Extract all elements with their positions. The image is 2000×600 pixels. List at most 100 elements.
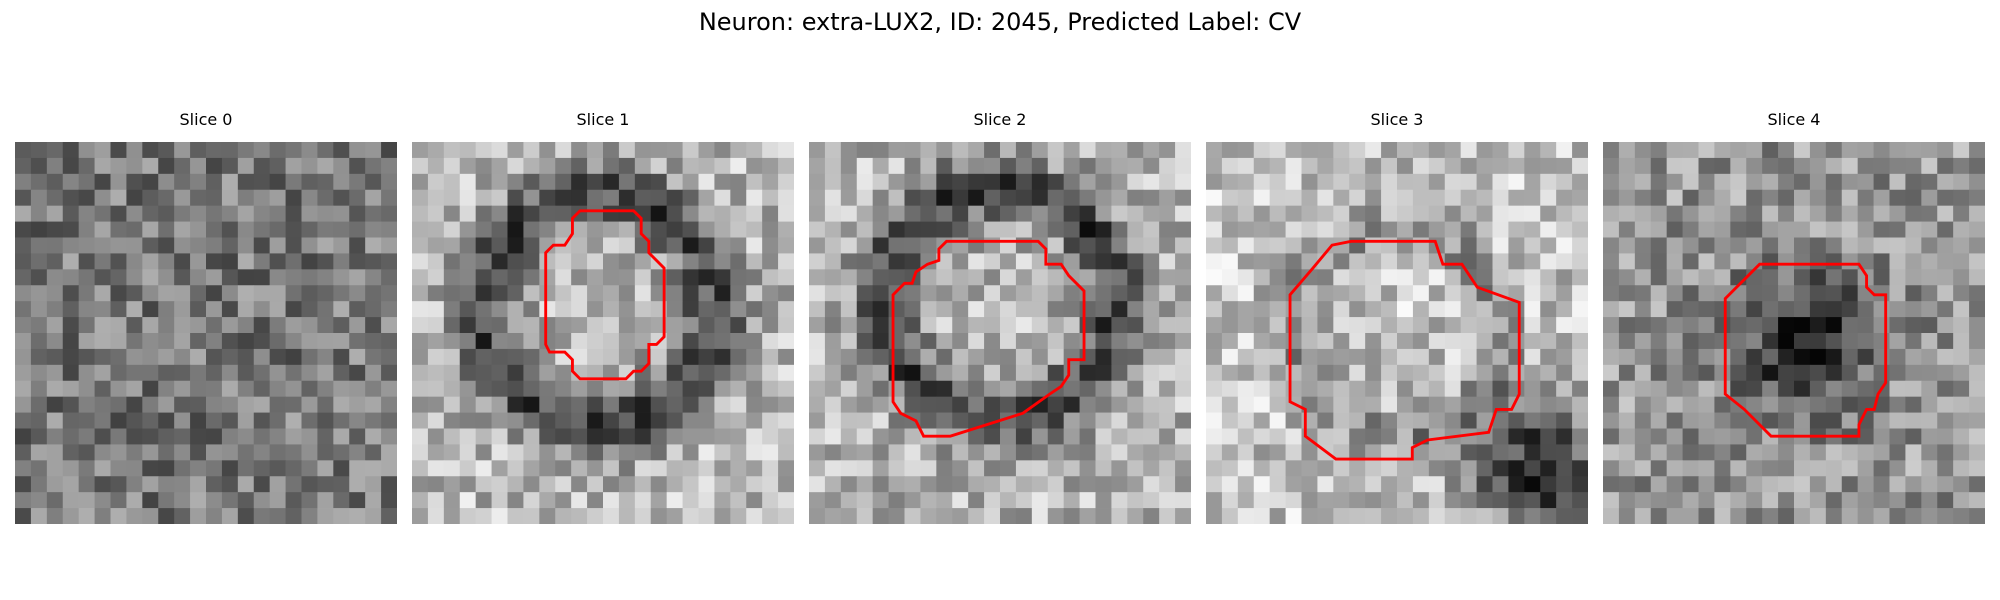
pixel xyxy=(603,412,620,429)
pixel xyxy=(1317,428,1334,445)
pixel xyxy=(158,460,175,477)
pixel xyxy=(523,221,540,238)
pixel xyxy=(1969,348,1985,366)
pixel xyxy=(840,396,858,413)
pixel xyxy=(459,508,477,524)
pixel xyxy=(1666,157,1683,175)
pixel xyxy=(587,317,604,334)
pixel xyxy=(15,348,32,366)
pixel xyxy=(1508,142,1525,159)
pixel xyxy=(110,157,127,175)
pixel xyxy=(1175,412,1191,429)
pixel xyxy=(365,157,382,175)
pixel xyxy=(1317,364,1334,382)
pixel xyxy=(730,269,747,286)
pixel xyxy=(936,269,953,286)
pixel xyxy=(840,348,858,366)
pixel xyxy=(936,189,953,207)
pixel xyxy=(1603,508,1620,524)
pixel xyxy=(1095,157,1112,175)
pixel xyxy=(523,380,540,398)
pixel xyxy=(507,348,524,366)
pixel xyxy=(1762,221,1779,238)
pixel xyxy=(952,269,969,286)
pixel xyxy=(539,189,556,207)
pixel xyxy=(1206,253,1223,270)
pixel xyxy=(888,460,905,477)
pixel xyxy=(1889,301,1906,318)
pixel xyxy=(587,412,604,429)
pixel xyxy=(1889,428,1906,445)
pixel xyxy=(1349,301,1366,318)
pixel xyxy=(78,142,95,159)
pixel xyxy=(1524,253,1541,270)
pixel xyxy=(142,476,159,493)
pixel xyxy=(634,173,652,191)
pixel xyxy=(301,142,318,159)
pixel xyxy=(587,285,604,302)
pixel xyxy=(1841,189,1859,207)
pixel xyxy=(1476,253,1493,270)
pixel xyxy=(1047,364,1065,382)
pixel xyxy=(1460,333,1477,350)
pixel xyxy=(237,428,255,445)
pixel xyxy=(1206,396,1223,413)
pixel xyxy=(1618,189,1636,207)
pixel xyxy=(1762,492,1779,509)
pixel xyxy=(1412,396,1430,413)
pixel xyxy=(968,142,985,159)
pixel xyxy=(1175,317,1191,334)
pixel xyxy=(412,476,429,493)
pixel xyxy=(666,412,683,429)
pixel xyxy=(1682,396,1699,413)
pixel xyxy=(523,333,540,350)
pixel xyxy=(1714,396,1731,413)
pixel xyxy=(1524,205,1541,222)
pixel xyxy=(872,348,889,366)
pixel xyxy=(555,364,572,382)
pixel xyxy=(634,221,652,238)
pixel xyxy=(840,221,858,238)
pixel xyxy=(174,237,191,254)
pixel xyxy=(778,444,794,461)
pixel xyxy=(1047,333,1065,350)
pixel xyxy=(1221,142,1239,159)
pixel xyxy=(1317,301,1334,318)
pixel xyxy=(1365,317,1382,334)
pixel xyxy=(824,380,842,398)
pixel xyxy=(78,237,95,254)
pixel xyxy=(1206,205,1223,222)
pixel xyxy=(1397,317,1414,334)
pixel xyxy=(190,380,207,398)
pixel xyxy=(1572,444,1588,461)
pixel xyxy=(1397,364,1414,382)
pixel xyxy=(62,476,80,493)
pixel xyxy=(1095,364,1112,382)
pixel xyxy=(1253,142,1271,159)
pixel xyxy=(1603,348,1620,366)
pixel xyxy=(237,460,255,477)
pixel xyxy=(1698,189,1715,207)
pixel xyxy=(349,269,366,286)
pixel xyxy=(872,205,889,222)
pixel xyxy=(1969,428,1985,445)
pixel xyxy=(110,348,127,366)
pixel xyxy=(30,492,48,509)
pixel xyxy=(1524,412,1541,429)
pixel xyxy=(1714,285,1731,302)
pixel xyxy=(1015,189,1033,207)
pixel xyxy=(1937,412,1954,429)
pixel xyxy=(1063,348,1080,366)
pixel xyxy=(587,253,604,270)
pixel xyxy=(746,285,763,302)
pixel xyxy=(1159,460,1176,477)
pixel xyxy=(682,412,699,429)
pixel xyxy=(1873,269,1890,286)
pixel xyxy=(1634,476,1652,493)
pixel xyxy=(603,396,620,413)
pixel xyxy=(1285,492,1302,509)
pixel xyxy=(1381,189,1398,207)
pixel xyxy=(824,476,842,493)
pixel xyxy=(1079,269,1096,286)
pixel xyxy=(634,444,652,461)
